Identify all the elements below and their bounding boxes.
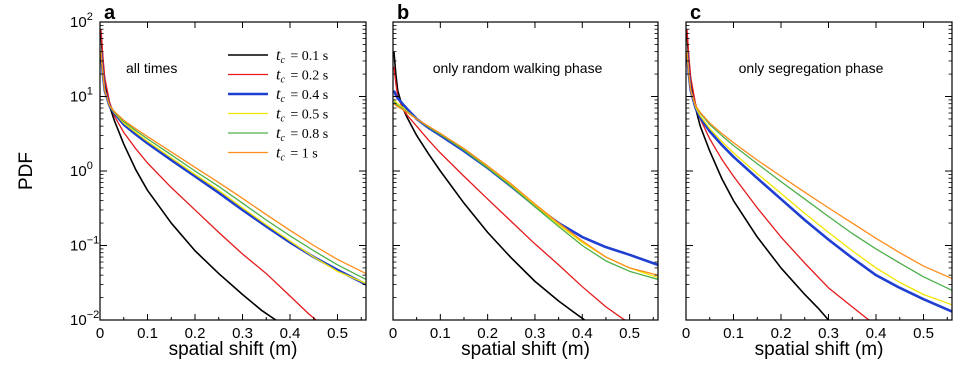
series-line-5 xyxy=(393,101,658,281)
x-tick-label: 0.4 xyxy=(572,325,593,342)
series-line-1 xyxy=(100,33,277,320)
series-line-4 xyxy=(393,99,658,279)
series-line-5 xyxy=(686,51,952,291)
x-tick-label: 0.1 xyxy=(430,325,451,342)
series-line-2 xyxy=(100,29,317,320)
series-line-4 xyxy=(686,51,952,306)
series-line-2 xyxy=(686,29,870,320)
panel-annotation: only segregation phase xyxy=(739,60,884,76)
x-tick-label: 0.3 xyxy=(232,325,253,342)
x-tick-label: 0.2 xyxy=(771,325,792,342)
x-tick-label: 0.1 xyxy=(137,325,158,342)
panel-letter: c xyxy=(690,2,701,24)
y-axis-label: PDF xyxy=(16,152,37,190)
panel-annotation: all times xyxy=(126,60,177,76)
y-tick-label: 10−2 xyxy=(70,309,99,329)
series-line-4 xyxy=(100,51,366,284)
series-line-2 xyxy=(393,66,626,320)
legend-label: tc = 0.5 s xyxy=(276,106,328,125)
panel-a: 0 0.1 0.2 0.3 0.4 0.5 102 101 100 10−1 10−2 spatial… xyxy=(70,2,367,360)
x-tick-label: 0.1 xyxy=(723,325,744,342)
x-tick-label: 0.2 xyxy=(185,325,206,342)
series-line-3 xyxy=(100,51,366,286)
x-tick-label: 0.5 xyxy=(913,325,934,342)
x-tick-label: 0.3 xyxy=(818,325,839,342)
legend-label: tc = 0.2 s xyxy=(276,67,328,86)
series-line-6 xyxy=(686,51,952,280)
x-tick-label: 0.2 xyxy=(477,325,498,342)
x-axis-label: spatial shift (m) xyxy=(169,339,298,360)
x-tick-label: 0 xyxy=(389,325,397,342)
x-tick-label: 0 xyxy=(682,325,690,342)
series-line-1 xyxy=(393,51,586,320)
series-group xyxy=(100,29,366,320)
x-axis-label: spatial shift (m) xyxy=(755,339,884,360)
x-tick-label: 0.4 xyxy=(866,325,887,342)
panel-annotation: only random walking phase xyxy=(433,60,603,76)
series-line-3 xyxy=(393,90,658,267)
legend-label: tc = 0.8 s xyxy=(276,125,328,144)
legend-label: tc = 0.1 s xyxy=(276,47,328,66)
x-tick-label: 0 xyxy=(96,325,104,342)
series-line-6 xyxy=(393,103,658,276)
y-tick-label: 101 xyxy=(70,86,93,106)
x-tick-label: 0.3 xyxy=(525,325,546,342)
legend-label: tc = 1 s xyxy=(276,145,318,164)
panel-c: 0 0.1 0.2 0.3 0.4 0.5 spatial shift (m) c only s… xyxy=(682,2,953,360)
series-line-1 xyxy=(686,33,830,320)
y-tick-label: 10−1 xyxy=(70,235,99,255)
series-line-6 xyxy=(100,51,366,275)
x-tick-label: 0.4 xyxy=(280,325,301,342)
series-line-3 xyxy=(686,51,952,313)
panel-letter: a xyxy=(104,2,116,24)
x-axis-label: spatial shift (m) xyxy=(461,339,590,360)
y-tick-label: 102 xyxy=(70,11,93,31)
x-tick-label: 0.5 xyxy=(327,325,348,342)
x-tick-label: 0.5 xyxy=(619,325,640,342)
legend: tc = 0.1 stc = 0.2 stc = 0.4 stc = 0.5 s… xyxy=(228,47,328,164)
legend-label: tc = 0.4 s xyxy=(276,86,328,105)
series-group xyxy=(686,29,952,320)
series-group xyxy=(393,51,658,320)
panel-letter: b xyxy=(397,2,409,24)
panel-b: 0 0.1 0.2 0.3 0.4 0.5 spatial shift (m) b only r… xyxy=(389,2,659,360)
y-tick-label: 100 xyxy=(70,160,93,180)
